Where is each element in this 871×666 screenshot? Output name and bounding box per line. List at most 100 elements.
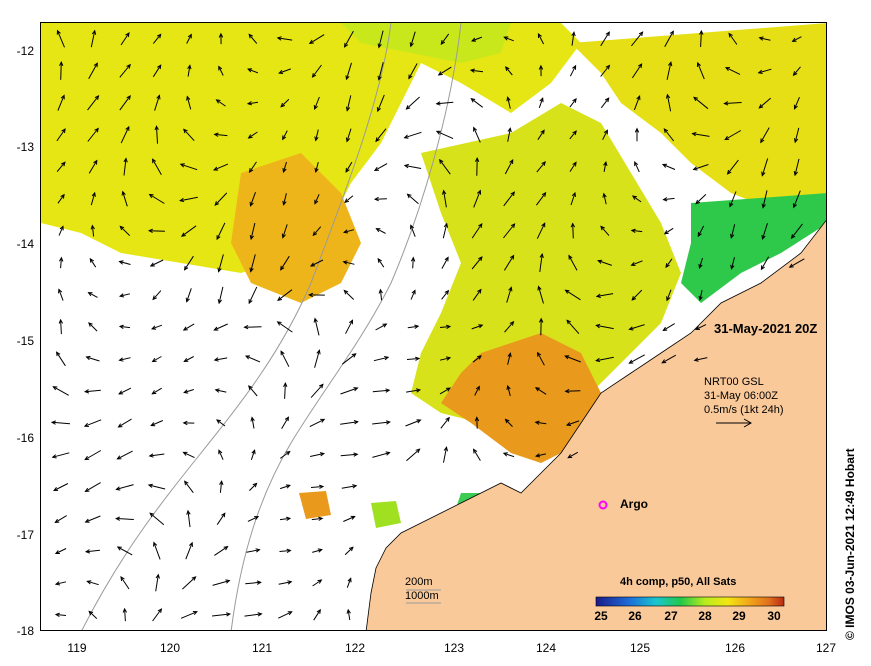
current-vector-head (534, 453, 541, 458)
current-vector (180, 611, 198, 619)
current-vector (84, 419, 102, 427)
current-vector-head (280, 350, 285, 356)
current-vector (151, 420, 163, 426)
current-vector-head (409, 42, 414, 48)
current-vector (119, 261, 131, 265)
current-vector (471, 256, 483, 270)
current-vector (282, 130, 288, 140)
current-vector-head (510, 223, 516, 229)
current-vector (345, 320, 353, 334)
current-vector (314, 194, 320, 204)
current-vector (119, 64, 131, 78)
current-vector-head (792, 203, 797, 209)
current-vector-head (282, 200, 287, 206)
current-vector-head (217, 299, 222, 305)
current-vector-head (254, 516, 260, 521)
sst-map (41, 23, 826, 630)
current-vector-head (117, 423, 123, 428)
map-frame[interactable] (40, 22, 827, 631)
current-vector-head (249, 267, 254, 273)
current-vector (124, 608, 126, 622)
current-vector-head (152, 158, 157, 164)
current-vector-head (216, 419, 222, 424)
current-vector (504, 159, 514, 175)
current-vector-head (791, 37, 797, 42)
colorbar-tick: 26 (628, 609, 642, 623)
current-vector-head (723, 101, 729, 106)
current-vector-head (61, 128, 66, 134)
current-vector (412, 257, 414, 269)
current-vector (343, 229, 355, 233)
current-vector-head (662, 326, 668, 331)
lat-tick-label: -13 (16, 140, 34, 154)
current-vector (216, 99, 226, 107)
current-vector (90, 192, 96, 206)
current-vector-head (53, 486, 59, 492)
current-vector-head (51, 454, 57, 459)
current-vector-head (118, 357, 124, 362)
current-vector (474, 386, 480, 396)
current-vector (183, 451, 195, 459)
current-vector (88, 292, 98, 298)
current-vector (503, 255, 515, 271)
current-vector (472, 355, 482, 363)
current-vector (248, 385, 258, 397)
current-vector-head (373, 196, 379, 202)
argo-marker[interactable] (598, 500, 608, 510)
current-vector-head (504, 418, 510, 424)
current-vector-head (85, 355, 91, 361)
current-vector (569, 130, 577, 140)
current-vector-head (91, 29, 97, 35)
current-vector (758, 68, 772, 74)
current-vector-head (666, 296, 671, 302)
current-vector (693, 164, 709, 170)
current-vector (406, 448, 420, 462)
current-vector-head (403, 134, 409, 139)
current-vector-head (509, 320, 515, 326)
current-vector-head (663, 230, 669, 235)
current-vector-head (628, 359, 634, 364)
current-vector-head (93, 159, 98, 165)
current-vector (406, 96, 420, 110)
current-vector (214, 192, 228, 206)
sst-patch-sw (299, 491, 331, 519)
current-vector-head (630, 261, 636, 266)
current-vector-head (572, 161, 577, 167)
current-vector-head (84, 549, 91, 554)
current-vector-head (125, 125, 130, 131)
current-vector-head (665, 93, 671, 99)
current-vector-head (384, 356, 390, 361)
current-vector (375, 128, 387, 142)
current-vector (279, 517, 291, 521)
current-vector (149, 453, 165, 457)
current-vector-head (478, 222, 483, 228)
current-vector (471, 223, 483, 239)
current-vector-head (472, 448, 478, 454)
current-vector (405, 419, 421, 427)
current-vector (156, 126, 158, 144)
current-vector (507, 353, 511, 365)
current-vector-head (638, 31, 644, 37)
current-vector-head (218, 32, 224, 38)
current-vector (309, 453, 325, 457)
current-vector-head (284, 416, 289, 422)
current-vector-head (179, 163, 185, 168)
current-vector (309, 418, 325, 428)
current-vector (88, 322, 98, 332)
current-vector-head (537, 32, 542, 39)
current-vector-head (730, 264, 735, 270)
current-vector (148, 484, 166, 490)
current-vector-head (631, 195, 637, 200)
current-vector (565, 390, 581, 392)
current-vector-head (415, 388, 422, 393)
current-vector-head (411, 289, 416, 295)
current-vector (470, 98, 484, 108)
current-vector (410, 31, 416, 47)
current-vector (183, 323, 195, 331)
sst-warm-core (441, 333, 601, 463)
current-vector (154, 95, 160, 111)
current-vector-head (508, 286, 513, 292)
current-vector (60, 319, 62, 335)
lat-tick-label: -14 (16, 237, 34, 251)
current-vector-head (376, 107, 381, 113)
